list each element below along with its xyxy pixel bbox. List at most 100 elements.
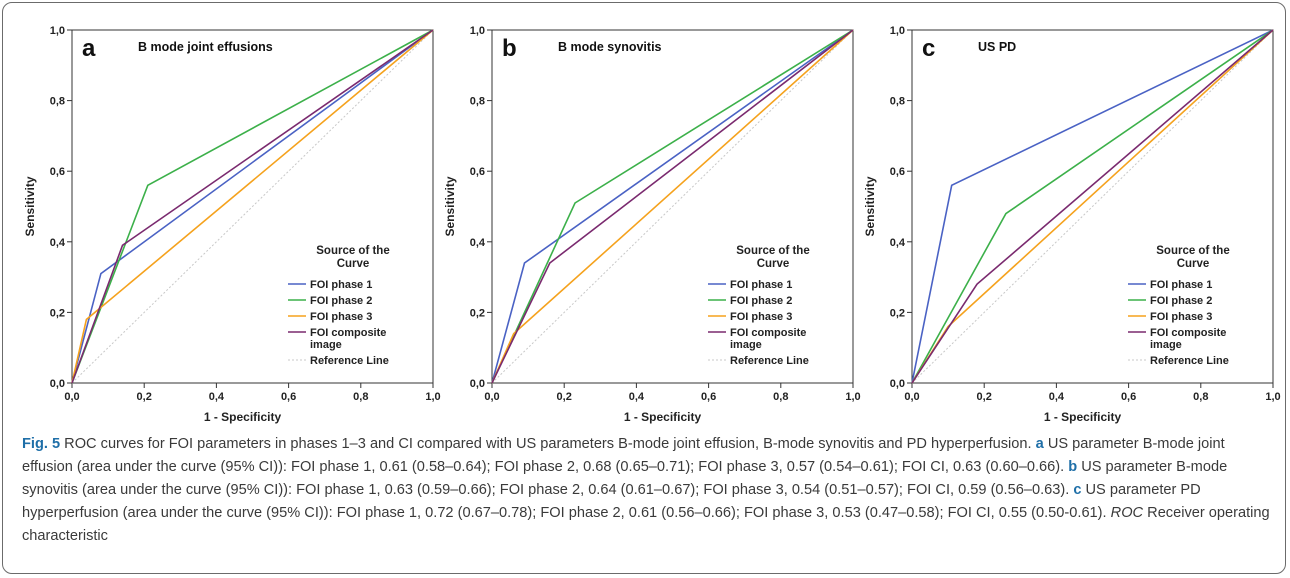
x-tick-label: 0,8 xyxy=(353,391,368,403)
y-tick-label: 0,4 xyxy=(50,237,66,249)
roc-chart-c: 0,0 0,2 0,4 0,6 0,8 1,0 0,0 0,2 0,4 0,6 0,8 1,0 1 - … xyxy=(863,25,1281,424)
legend-label-foi-phase-3: FOI phase 3 xyxy=(310,311,372,323)
y-axis-label: Sensitivity xyxy=(443,176,457,236)
chart-title: B mode synovitis xyxy=(558,40,662,54)
y-axis-label: Sensitivity xyxy=(23,176,37,236)
y-tick-label: 1,0 xyxy=(470,25,485,37)
legend-title: Source of the xyxy=(1156,245,1229,257)
caption-panel-a-label: a xyxy=(1035,436,1044,452)
series-line-foi-phase-1 xyxy=(491,29,854,384)
x-tick-label: 0,0 xyxy=(484,391,499,403)
x-tick-label: 0,2 xyxy=(977,391,992,403)
series-line-foi-composite-image xyxy=(491,29,854,384)
legend-title: Curve xyxy=(337,258,370,270)
chart-title: US PD xyxy=(978,40,1016,54)
series-line-foi-phase-2 xyxy=(911,29,1274,384)
legend-label-reference-line: Reference Line xyxy=(730,355,809,367)
legend-title: Curve xyxy=(757,258,790,270)
panel-c: 0,0 0,2 0,4 0,6 0,8 1,0 0,0 0,2 0,4 0,6 0,8 1,0 1 - … xyxy=(848,8,1281,426)
legend-label-foi-composite-image: FOI composite xyxy=(310,327,386,339)
x-tick-label: 0,4 xyxy=(209,391,225,403)
y-tick-label: 0,8 xyxy=(890,96,905,108)
x-tick-label: 0,4 xyxy=(1049,391,1065,403)
legend-label-foi-phase-1: FOI phase 1 xyxy=(310,279,372,291)
legend-title: Curve xyxy=(1177,258,1210,270)
series-line-reference-line xyxy=(71,29,434,384)
y-axis-label: Sensitivity xyxy=(863,176,877,236)
legend-title: Source of the xyxy=(316,245,389,257)
legend-label-reference-line: Reference Line xyxy=(1150,355,1229,367)
caption-intro: ROC curves for FOI parameters in phases … xyxy=(60,436,1036,452)
y-tick-label: 0,6 xyxy=(50,166,65,178)
legend-label-foi-phase-2: FOI phase 2 xyxy=(310,295,372,307)
panel-b: 0,0 0,2 0,4 0,6 0,8 1,0 0,0 0,2 0,4 0,6 0,8 1,0 1 - … xyxy=(428,8,861,426)
legend-label-reference-line: Reference Line xyxy=(310,355,389,367)
x-tick-label: 0,2 xyxy=(137,391,152,403)
y-tick-label: 0,4 xyxy=(890,237,906,249)
legend-label-foi-composite-image: image xyxy=(1150,339,1182,351)
series-line-foi-phase-1 xyxy=(71,29,434,384)
series-line-reference-line xyxy=(491,29,854,384)
caption-panel-c-label: c xyxy=(1073,482,1082,498)
x-tick-label: 0,0 xyxy=(904,391,919,403)
legend-label-foi-phase-2: FOI phase 2 xyxy=(1150,295,1212,307)
panel-letter: b xyxy=(502,35,517,62)
x-tick-label: 1,0 xyxy=(845,391,860,403)
y-tick-label: 1,0 xyxy=(50,25,65,37)
x-axis-label: 1 - Specificity xyxy=(1044,410,1122,424)
legend-label-foi-composite-image: FOI composite xyxy=(730,327,806,339)
series-line-foi-composite-image xyxy=(911,29,1274,384)
x-axis-label: 1 - Specificity xyxy=(624,410,702,424)
legend-label-foi-phase-3: FOI phase 3 xyxy=(1150,311,1212,323)
figure-label: Fig. 5 xyxy=(22,436,61,452)
series-line-foi-composite-image xyxy=(71,29,434,384)
x-tick-label: 0,6 xyxy=(281,391,296,403)
roc-chart-b: 0,0 0,2 0,4 0,6 0,8 1,0 0,0 0,2 0,4 0,6 0,8 1,0 1 - … xyxy=(443,25,861,424)
legend-title: Source of the xyxy=(736,245,809,257)
legend-label-foi-composite-image: FOI composite xyxy=(1150,327,1226,339)
y-tick-label: 0,6 xyxy=(890,166,905,178)
series-line-foi-phase-1 xyxy=(911,29,1274,384)
figure-caption: Fig. 5 ROC curves for FOI parameters in … xyxy=(22,433,1274,548)
caption-panel-a-text: US parameter B-mode joint effusion (area… xyxy=(22,436,1225,475)
x-axis-label: 1 - Specificity xyxy=(204,410,282,424)
x-tick-label: 0,8 xyxy=(773,391,788,403)
y-tick-label: 0,4 xyxy=(470,237,486,249)
legend-label-foi-phase-2: FOI phase 2 xyxy=(730,295,792,307)
series-line-foi-phase-3 xyxy=(71,29,434,384)
x-tick-label: 0,2 xyxy=(557,391,572,403)
legend-label-foi-phase-1: FOI phase 1 xyxy=(1150,279,1212,291)
caption-roc-text: Receiver operating characteristic xyxy=(22,505,1270,544)
y-tick-label: 0,2 xyxy=(890,307,905,319)
x-tick-label: 0,4 xyxy=(629,391,645,403)
legend-label-foi-phase-3: FOI phase 3 xyxy=(730,311,792,323)
y-tick-label: 0,6 xyxy=(470,166,485,178)
x-tick-label: 0,8 xyxy=(1193,391,1208,403)
y-tick-label: 0,0 xyxy=(470,378,485,390)
y-tick-label: 0,0 xyxy=(50,378,65,390)
x-tick-label: 0,6 xyxy=(701,391,716,403)
panel-letter: a xyxy=(82,35,96,62)
legend-label-foi-phase-1: FOI phase 1 xyxy=(730,279,792,291)
x-tick-label: 0,0 xyxy=(64,391,79,403)
roc-chart-a: 0,0 0,2 0,4 0,6 0,8 1,0 0,0 0,2 0,4 0,6 0,8 1,0 1 - … xyxy=(23,25,441,424)
x-tick-label: 1,0 xyxy=(425,391,440,403)
y-tick-label: 0,8 xyxy=(470,96,485,108)
y-tick-label: 1,0 xyxy=(890,25,905,37)
x-tick-label: 1,0 xyxy=(1265,391,1280,403)
caption-roc-abbr: ROC xyxy=(1110,505,1144,521)
legend-label-foi-composite-image: image xyxy=(310,339,342,351)
x-tick-label: 0,6 xyxy=(1121,391,1136,403)
legend-label-foi-composite-image: image xyxy=(730,339,762,351)
chart-title: B mode joint effusions xyxy=(138,40,273,54)
y-tick-label: 0,8 xyxy=(50,96,65,108)
series-line-foi-phase-2 xyxy=(491,29,854,384)
panel-a: 0,0 0,2 0,4 0,6 0,8 1,0 0,0 0,2 0,4 0,6 0,8 1,0 1 - … xyxy=(8,8,441,426)
y-tick-label: 0,0 xyxy=(890,378,905,390)
panel-letter: c xyxy=(922,35,935,62)
caption-panel-c-text: US parameter PD hyperperfusion (area und… xyxy=(22,482,1201,521)
series-line-foi-phase-2 xyxy=(71,29,434,384)
series-line-reference-line xyxy=(911,29,1274,384)
y-tick-label: 0,2 xyxy=(470,307,485,319)
